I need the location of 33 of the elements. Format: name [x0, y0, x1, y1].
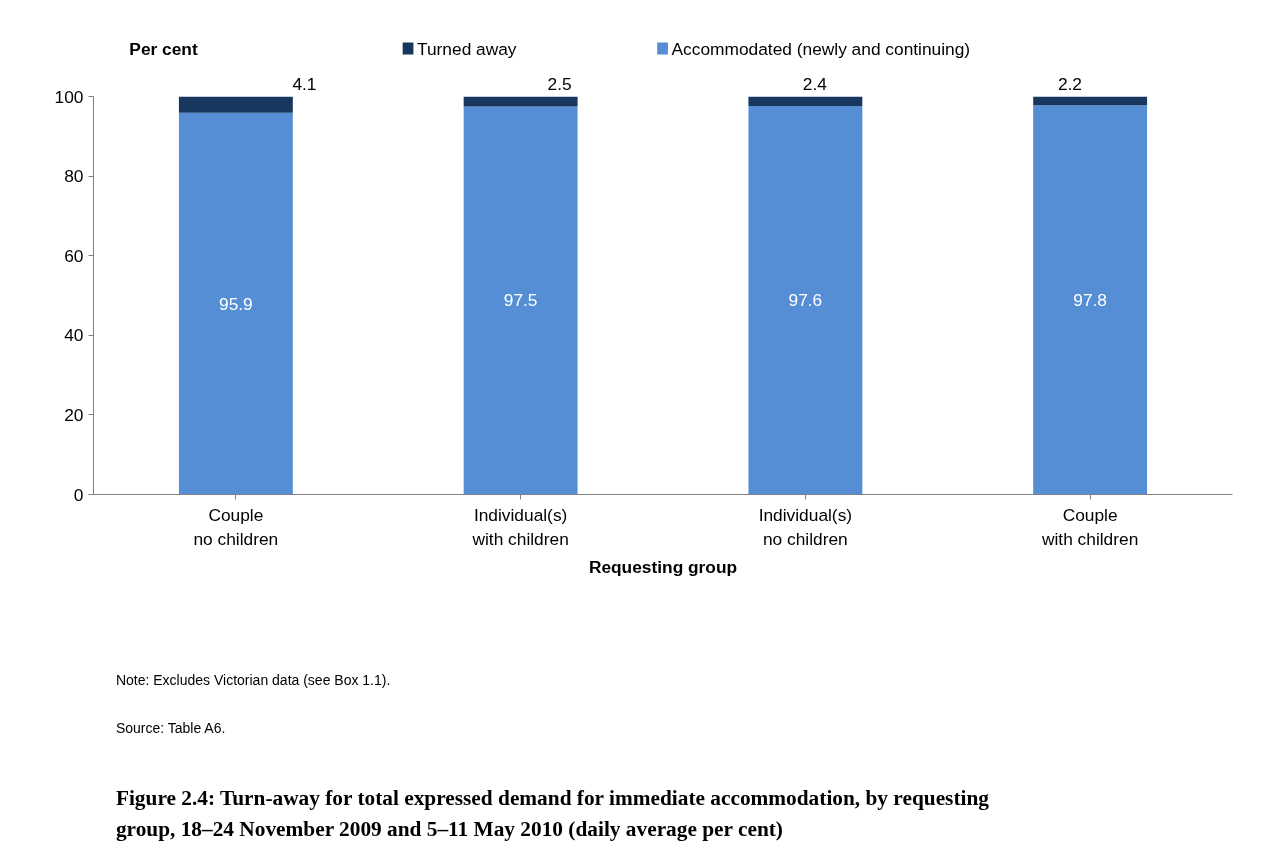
bar: [178, 96, 293, 113]
data-label: 2.2: [1057, 73, 1083, 94]
data-label: 2.5: [547, 73, 572, 94]
text: Figure 2.4: Turn-away for total expressed demand for immediate accommodation, by requesting group, 18–24 November 2009 and 5–11 May 2010 (daily average per cent): [115, 785, 990, 841]
data-label: 2.4: [802, 73, 828, 94]
x-tick-label: Individual(s) with children: [471, 504, 569, 549]
data-label: 4.1: [292, 73, 317, 94]
y-tick-label: 100: [54, 86, 84, 107]
legend-label: Turned away: [417, 38, 517, 59]
y-tick-label: 40: [64, 325, 84, 346]
legend-label: Accommodated (newly and continuing): [671, 38, 971, 59]
y-axis-title: Per cent: [129, 38, 198, 59]
data-label: 97.6: [788, 290, 823, 311]
y-tick-label: 0: [73, 484, 84, 505]
bar: [1033, 105, 1148, 495]
data-label: 97.8: [1073, 289, 1107, 310]
bar: [463, 96, 578, 107]
x-tick-label: Individual(s) no children: [758, 504, 853, 549]
y-tick-label: 20: [64, 404, 84, 425]
data-label: 97.5: [503, 290, 538, 311]
bar: [1033, 96, 1148, 106]
y-tick-label: 80: [64, 166, 84, 187]
y-tick-label: 60: [64, 245, 84, 266]
x-tick-label: Couple with children: [1040, 504, 1139, 549]
bar: [748, 106, 863, 495]
bar: [463, 106, 578, 495]
source-note: Source: Table A6.: [115, 719, 226, 736]
bar: [178, 112, 293, 495]
x-axis-title: Requesting group: [588, 556, 738, 577]
x-tick-label: Couple no children: [193, 504, 279, 549]
data-label: 95.9: [219, 293, 253, 314]
text: Note: Excludes Victorian data (see Box 1.1).: [115, 671, 391, 688]
bar: [748, 96, 863, 107]
